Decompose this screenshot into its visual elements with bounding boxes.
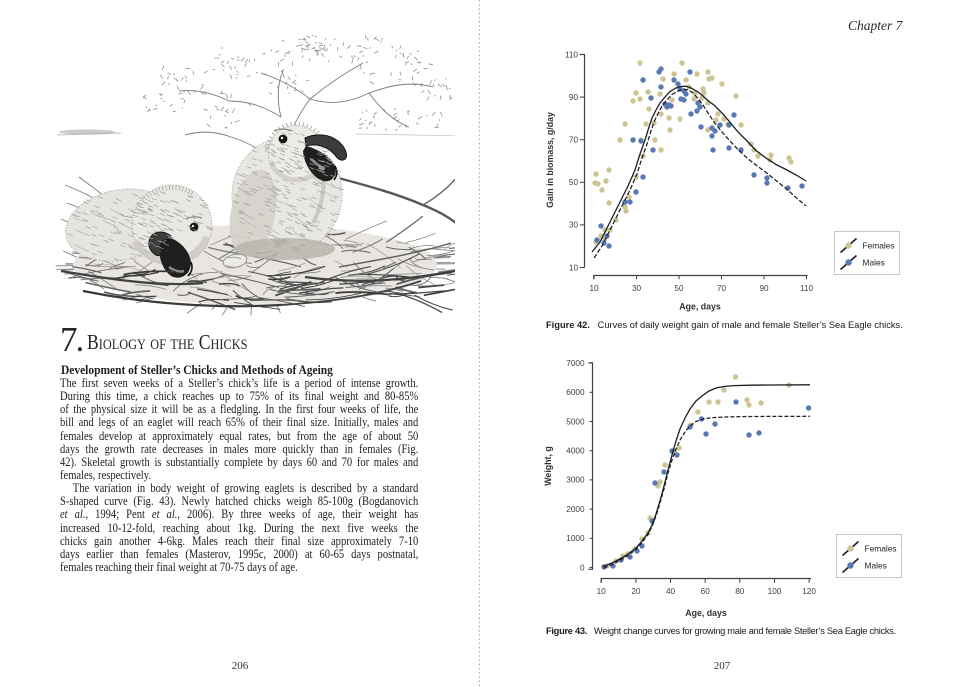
svg-text:70: 70 (717, 284, 727, 293)
svg-text:110: 110 (565, 50, 578, 59)
svg-text:50: 50 (569, 178, 579, 187)
svg-text:30: 30 (569, 221, 579, 230)
svg-text:Age, days: Age, days (679, 302, 721, 312)
svg-text:30: 30 (632, 284, 642, 293)
svg-text:3000: 3000 (566, 476, 585, 485)
svg-text:0: 0 (580, 563, 585, 572)
svg-text:Females: Females (863, 241, 895, 251)
svg-text:Gain in biomass, g/day: Gain in biomass, g/day (545, 112, 555, 208)
svg-text:70: 70 (569, 136, 579, 145)
svg-text:4000: 4000 (566, 447, 585, 456)
svg-text:80: 80 (735, 587, 745, 596)
svg-text:20: 20 (631, 587, 641, 596)
svg-text:10: 10 (589, 284, 599, 293)
svg-text:40: 40 (666, 587, 676, 596)
svg-text:5000: 5000 (566, 417, 585, 426)
svg-text:Females: Females (865, 544, 897, 554)
svg-text:6000: 6000 (566, 388, 585, 397)
svg-text:90: 90 (569, 93, 579, 102)
svg-text:120: 120 (802, 587, 816, 596)
svg-text:1000: 1000 (566, 534, 585, 543)
svg-text:100: 100 (768, 587, 782, 596)
svg-text:10: 10 (569, 263, 579, 272)
svg-text:Weight, g: Weight, g (543, 446, 553, 485)
svg-text:2000: 2000 (566, 505, 585, 514)
svg-text:60: 60 (701, 587, 711, 596)
svg-text:110: 110 (800, 284, 813, 293)
svg-text:50: 50 (674, 284, 684, 293)
svg-text:10: 10 (597, 587, 607, 596)
svg-text:Males: Males (863, 258, 885, 268)
svg-text:7000: 7000 (566, 359, 585, 368)
svg-text:Age, days: Age, days (685, 608, 727, 618)
svg-text:90: 90 (759, 284, 769, 293)
svg-text:Males: Males (865, 561, 887, 571)
